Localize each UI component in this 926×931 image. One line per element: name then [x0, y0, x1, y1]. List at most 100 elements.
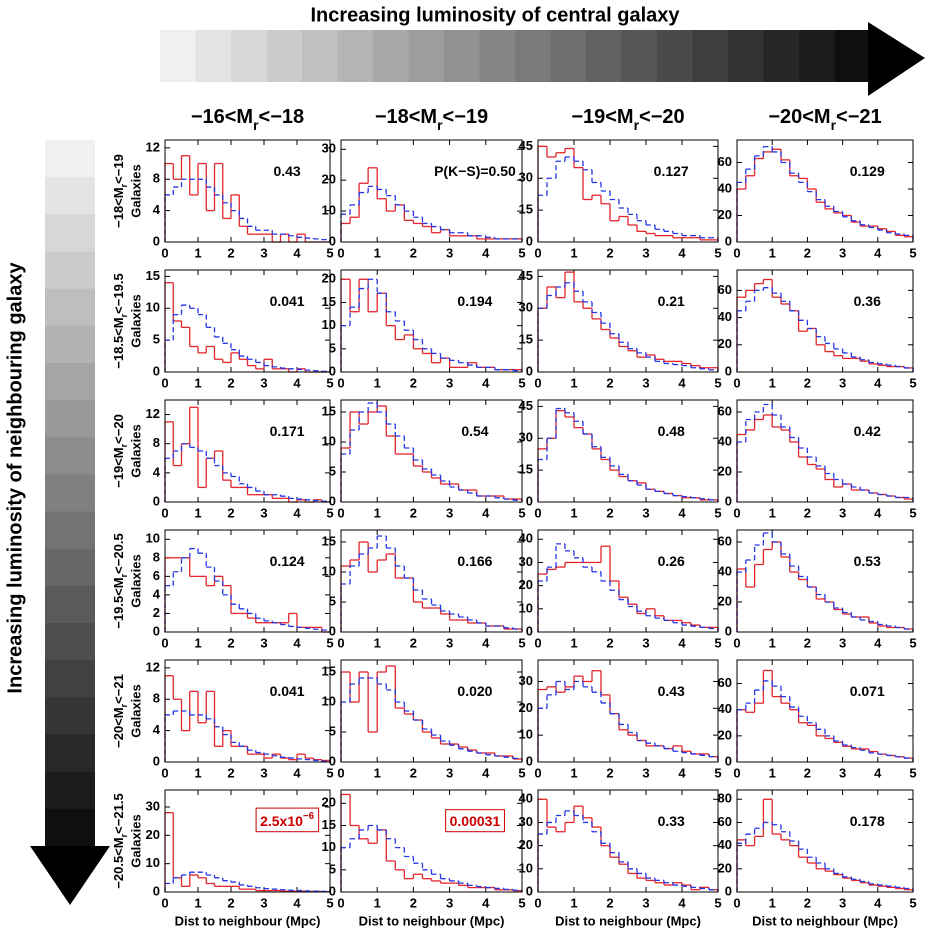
x-tick-label: 0 [733, 375, 740, 390]
x-tick-label: 0 [534, 505, 541, 520]
y-tick-label: 0 [725, 493, 732, 508]
y-tick-label: 15 [322, 663, 336, 678]
y-tick-label: 30 [519, 673, 533, 688]
x-tick-label: 1 [570, 245, 577, 260]
side-gradient-block [45, 325, 95, 364]
x-tick-label: 0 [733, 895, 740, 910]
column-header-part: −16<M [191, 106, 253, 128]
annotation: 0.00031 [450, 813, 501, 829]
panel-frame [537, 789, 719, 893]
y-tick-label: 10 [322, 839, 336, 854]
y-tick-label: 5 [329, 723, 336, 738]
annotation: 0.36 [854, 293, 881, 309]
annotation-text: 0.26 [658, 553, 685, 569]
y-axis-label: Galaxies [128, 164, 143, 218]
y-tick-label: 0 [725, 883, 732, 898]
x-tick-label: 3 [839, 635, 846, 650]
y-tick-label: 10 [519, 860, 533, 875]
panel-frame [736, 789, 914, 893]
annotation: 0.071 [850, 683, 885, 699]
side-gradient-block [45, 697, 95, 736]
y-tick-label: 8 [153, 691, 160, 706]
x-tick-label: 0 [161, 505, 168, 520]
row-label-subscript: r [119, 703, 129, 707]
top-gradient-block [337, 30, 374, 82]
side-gradient-block [45, 474, 95, 513]
y-tick-label: 5 [153, 332, 160, 347]
y-tick-label: 2 [153, 605, 160, 620]
annotation: 0.166 [457, 553, 492, 569]
y-tick-label: 20 [718, 336, 732, 351]
top-gradient-block [763, 30, 800, 82]
column-header-part: −18<M [375, 106, 437, 128]
x-tick-label: 2 [410, 245, 417, 260]
x-tick-label: 3 [260, 375, 267, 390]
panel-frame [340, 529, 523, 633]
panel: 0 10 20 30 40 0 1 2 3 4 5 0.33 Dist to neighbour (Mp… [519, 789, 722, 928]
x-tick-label: 2 [227, 245, 234, 260]
row-label-part: −19<M [111, 447, 126, 487]
x-tick-label: 5 [714, 635, 721, 650]
y-tick-label: 0 [153, 623, 160, 638]
side-gradient-block [45, 623, 95, 661]
top-arrowhead [868, 22, 925, 96]
x-tick-label: 2 [804, 505, 811, 520]
x-tick-label: 3 [839, 375, 846, 390]
column-header-subscript: r [437, 117, 443, 133]
x-tick-label: 2 [227, 375, 234, 390]
annotation-text: 0.00031 [450, 813, 501, 829]
y-tick-label: 10 [322, 563, 336, 578]
side-gradient-block [45, 511, 95, 550]
panel-frame [537, 659, 719, 763]
x-tick-label: 2 [804, 765, 811, 780]
x-tick-label: 5 [518, 635, 525, 650]
column-header-part: <−21 [836, 106, 882, 128]
column-header: −20<Mr<−21 [768, 106, 881, 132]
y-tick-label: 8 [153, 435, 160, 450]
y-axis-label: Galaxies [128, 814, 143, 868]
annotation-text: P(K−S)=0.50 [434, 163, 516, 179]
x-tick-label: 5 [909, 635, 916, 650]
annotation: 0.171 [270, 423, 305, 439]
panel-frame [736, 399, 914, 503]
x-tick-label: 2 [227, 505, 234, 520]
x-tick-label: 3 [642, 505, 649, 520]
y-tick-label: 30 [519, 170, 533, 185]
annotation: 0.53 [854, 553, 881, 569]
y-tick-label: 40 [718, 433, 732, 448]
column-header-part: −19<M [571, 106, 633, 128]
column-header-part: <−20 [639, 106, 685, 128]
y-tick-label: 0 [153, 233, 160, 248]
y-axis-label: Galaxies [128, 424, 143, 478]
x-tick-label: 1 [194, 245, 201, 260]
y-tick-label: 0 [526, 233, 533, 248]
annotation: 0.194 [457, 293, 492, 309]
y-tick-label: 20 [322, 271, 336, 286]
x-tick-label: 3 [446, 635, 453, 650]
top-gradient-block [160, 30, 196, 82]
annotation: 0.178 [850, 813, 885, 829]
x-tick-label: 1 [374, 245, 381, 260]
y-tick-label: 4 [153, 722, 161, 737]
x-tick-label: 1 [769, 635, 776, 650]
x-tick-label: 2 [410, 765, 417, 780]
x-tick-label: 0 [337, 635, 344, 650]
x-tick-label: 5 [909, 895, 916, 910]
annotation: P(K−S)=0.50 [434, 163, 516, 179]
x-tick-label: 2 [606, 375, 613, 390]
side-gradient-block [45, 288, 95, 327]
x-tick-label: 4 [874, 895, 882, 910]
x-tick-label: 4 [678, 245, 686, 260]
y-tick-label: 15 [322, 817, 336, 832]
y-tick-label: 30 [519, 814, 533, 829]
annotation: 0.041 [270, 293, 305, 309]
column-header: −16<Mr<−18 [191, 106, 304, 132]
side-gradient-block [45, 362, 95, 401]
x-tick-label: 4 [482, 505, 490, 520]
annotation-text: 0.43 [658, 683, 685, 699]
